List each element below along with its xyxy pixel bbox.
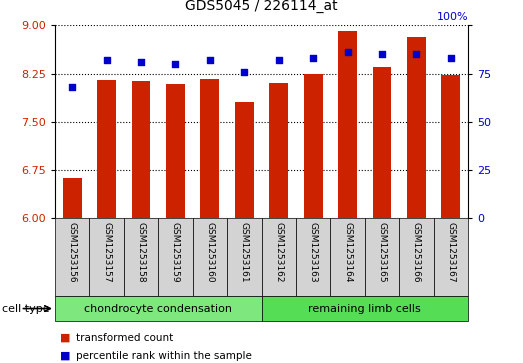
Bar [124, 218, 158, 296]
Bar [304, 74, 323, 218]
Bar [55, 296, 262, 321]
Point [206, 57, 214, 63]
Bar [262, 296, 468, 321]
Text: chondrocyte condensation: chondrocyte condensation [84, 303, 232, 314]
Text: remaining limb cells: remaining limb cells [309, 303, 421, 314]
Point [137, 59, 145, 65]
Bar [227, 218, 262, 296]
Bar [296, 218, 331, 296]
Point [240, 69, 248, 74]
Bar [262, 218, 296, 296]
Text: GSM1253160: GSM1253160 [206, 222, 214, 282]
Text: GSM1253164: GSM1253164 [343, 222, 352, 282]
Text: GSM1253166: GSM1253166 [412, 222, 421, 282]
Bar [365, 218, 399, 296]
Text: ■: ■ [60, 351, 71, 361]
Bar [407, 37, 426, 218]
Bar [434, 218, 468, 296]
Point [309, 55, 317, 61]
Bar [235, 102, 254, 218]
Bar [166, 85, 185, 218]
Bar [97, 80, 116, 218]
Point [103, 57, 111, 63]
Bar [399, 218, 434, 296]
Bar [372, 67, 392, 218]
Point [447, 55, 455, 61]
Bar [158, 218, 192, 296]
Bar [89, 218, 124, 296]
Text: GSM1253158: GSM1253158 [137, 222, 145, 282]
Point [412, 52, 420, 57]
Text: GSM1253165: GSM1253165 [378, 222, 386, 282]
Text: GSM1253159: GSM1253159 [171, 222, 180, 282]
Point [68, 84, 76, 90]
Bar [55, 218, 89, 296]
Bar [63, 178, 82, 218]
Bar [192, 218, 227, 296]
Bar [338, 30, 357, 218]
Bar [441, 76, 460, 218]
Point [275, 57, 283, 63]
Text: GDS5045 / 226114_at: GDS5045 / 226114_at [185, 0, 338, 13]
Text: GSM1253156: GSM1253156 [67, 222, 77, 282]
Text: GSM1253157: GSM1253157 [102, 222, 111, 282]
Text: 100%: 100% [437, 12, 468, 21]
Point [344, 49, 352, 55]
Point [171, 61, 179, 67]
Text: percentile rank within the sample: percentile rank within the sample [76, 351, 252, 361]
Text: GSM1253161: GSM1253161 [240, 222, 249, 282]
Text: transformed count: transformed count [76, 333, 173, 343]
Bar [269, 83, 288, 218]
Text: ■: ■ [60, 333, 71, 343]
Point [378, 52, 386, 57]
Bar [200, 79, 219, 218]
Text: GSM1253163: GSM1253163 [309, 222, 317, 282]
Bar [331, 218, 365, 296]
Text: GSM1253162: GSM1253162 [274, 222, 283, 282]
Bar [131, 81, 151, 218]
Text: GSM1253167: GSM1253167 [446, 222, 456, 282]
Text: cell type: cell type [2, 303, 50, 314]
